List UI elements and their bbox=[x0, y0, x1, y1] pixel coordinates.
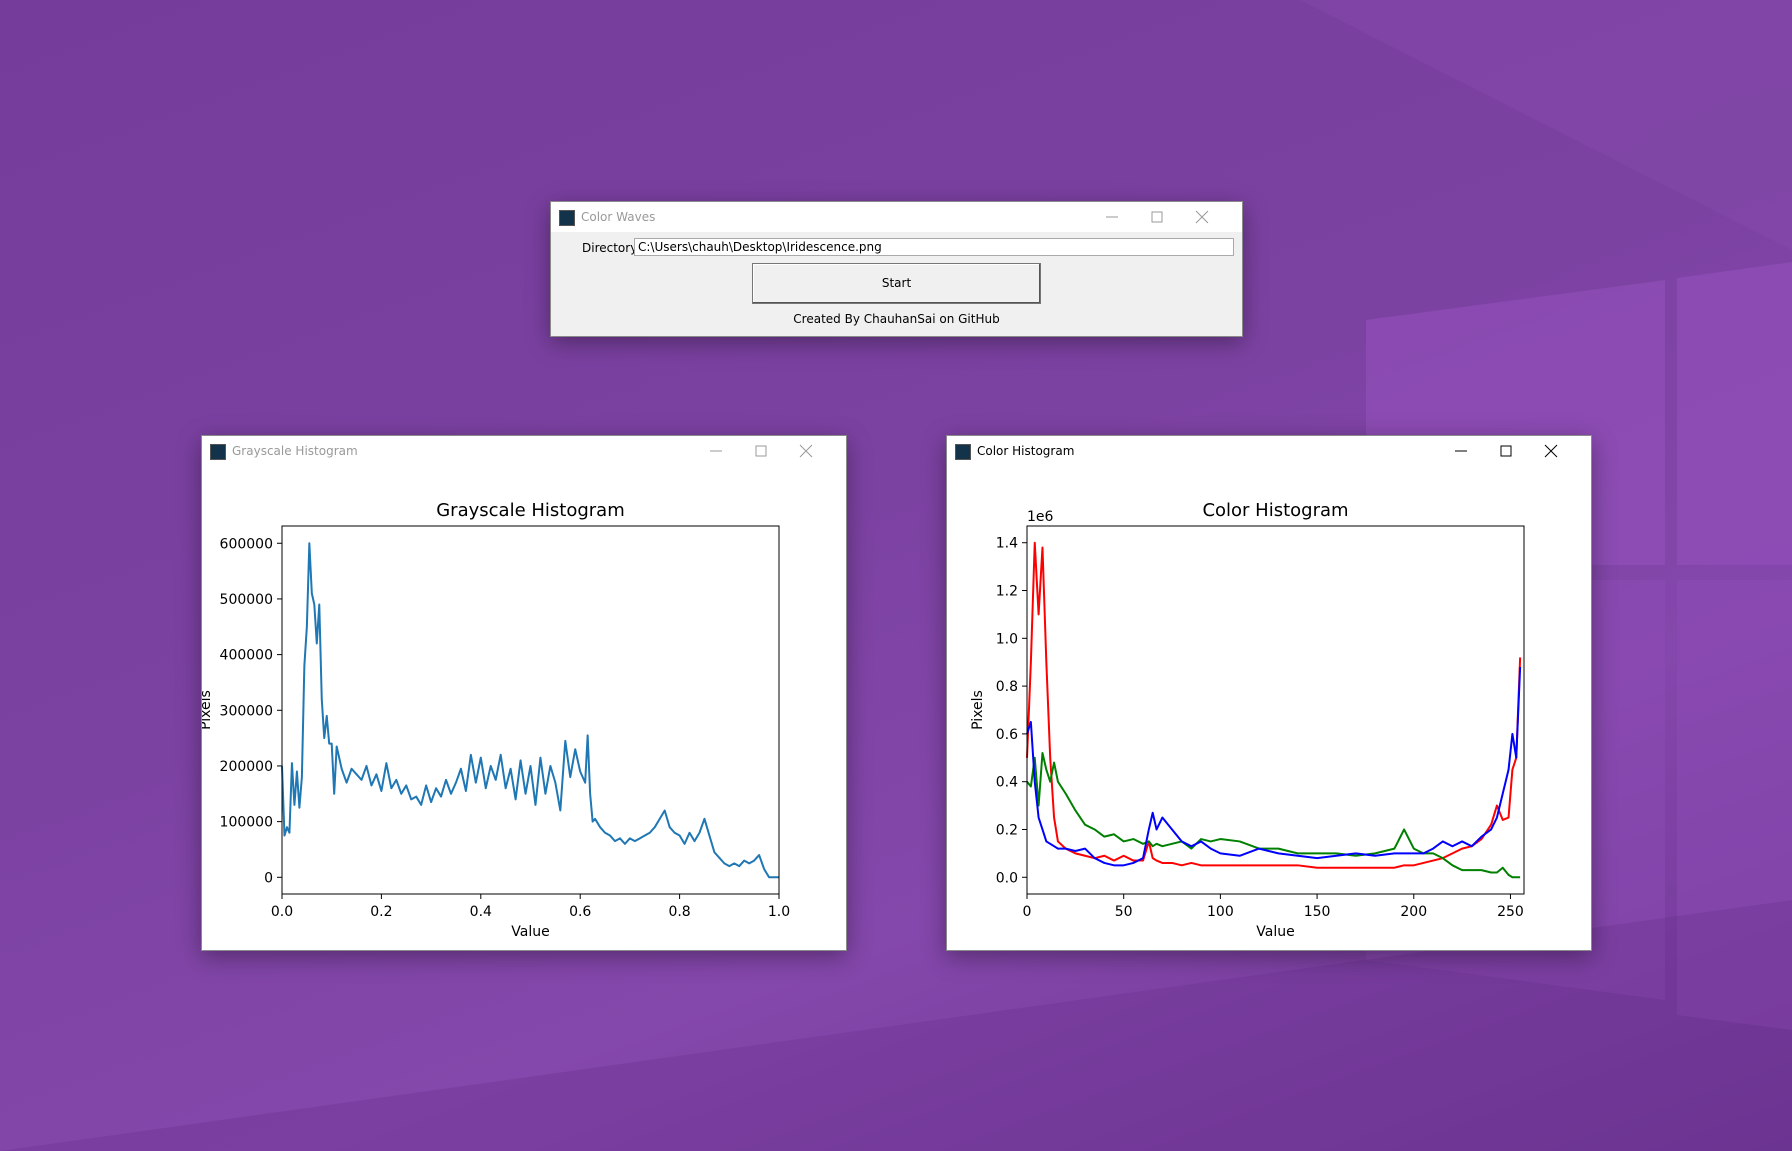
chart-title: Color Histogram bbox=[1202, 500, 1348, 521]
axes-frame bbox=[1026, 525, 1525, 895]
y-axis-label: Pixels bbox=[970, 690, 986, 730]
data-line bbox=[281, 542, 779, 879]
y-tick-label: 0.0 bbox=[996, 870, 1018, 886]
light-ray bbox=[1300, 0, 1792, 250]
maximize[interactable] bbox=[755, 445, 767, 457]
y-axis-label: Pixels bbox=[202, 690, 214, 730]
x-tick-label: 1.0 bbox=[768, 904, 790, 920]
y-tick-label: 0.8 bbox=[996, 679, 1018, 695]
x-tick-label: 0.6 bbox=[569, 904, 591, 920]
x-tick-label: 150 bbox=[1304, 904, 1331, 920]
y-tick-label: 400000 bbox=[220, 648, 273, 664]
app-icon bbox=[559, 210, 575, 226]
maximize[interactable] bbox=[1151, 211, 1163, 223]
chart-title: Grayscale Histogram bbox=[436, 500, 625, 521]
axes-frame bbox=[281, 525, 780, 895]
y-tick-label: 1.4 bbox=[996, 536, 1018, 552]
app-icon bbox=[210, 444, 226, 460]
series-line bbox=[1026, 666, 1522, 867]
directory-input[interactable]: C:\Users\chauh\Desktop\Iridescence.png bbox=[634, 238, 1234, 256]
window-title: Grayscale Histogram bbox=[232, 444, 358, 458]
window-controls[interactable] bbox=[1092, 202, 1242, 232]
main-window: Color Waves Directory C:\Users\chauh\Des… bbox=[550, 201, 1243, 337]
plot-area bbox=[1027, 526, 1524, 894]
y-tick-label: 0.4 bbox=[996, 775, 1018, 791]
title-bar: Color Histogram bbox=[947, 436, 1591, 466]
window-body: Directory C:\Users\chauh\Desktop\Iridesc… bbox=[551, 232, 1242, 336]
button-label: Start bbox=[881, 276, 912, 290]
close[interactable] bbox=[1195, 210, 1209, 224]
chart: 0.0 0.2 0.4 0.6 0.8 1.0 1.2 1.4 0 50 100 150 200 250 C… bbox=[970, 500, 1525, 940]
window-controls[interactable] bbox=[696, 436, 846, 466]
title-bar: Grayscale Histogram bbox=[202, 436, 846, 466]
y-tick-label: 300000 bbox=[220, 703, 273, 719]
window-controls[interactable] bbox=[1441, 436, 1591, 466]
y-tick-label: 0.6 bbox=[996, 727, 1018, 743]
x-tick-label: 0 bbox=[1023, 904, 1032, 920]
x-axis-label: Value bbox=[1256, 924, 1294, 940]
credit: Created By ChauhanSai on GitHub bbox=[793, 312, 1000, 326]
color-window: Color Histogram 0.0 0.2 0.4 0.6 0.8 1.0 1.2 1.4… bbox=[946, 435, 1592, 951]
close[interactable] bbox=[799, 444, 813, 458]
series-line bbox=[1026, 752, 1521, 879]
start-button[interactable]: Start bbox=[752, 263, 1041, 304]
x-tick-label: 0.0 bbox=[271, 904, 293, 920]
directory-value: C:\Users\chauh\Desktop\Iridescence.png bbox=[638, 240, 882, 254]
y-tick-label: 500000 bbox=[220, 592, 273, 608]
shade bbox=[0, 900, 1792, 1151]
x-tick-label: 0.4 bbox=[470, 904, 492, 920]
x-tick-label: 200 bbox=[1400, 904, 1427, 920]
close[interactable] bbox=[1544, 444, 1558, 458]
app-icon bbox=[955, 444, 971, 460]
x-tick-label: 250 bbox=[1497, 904, 1524, 920]
x-tick-label: 50 bbox=[1115, 904, 1133, 920]
series-line bbox=[1026, 541, 1522, 869]
chart: 0 100000 200000 300000 400000 500000 600000 0.0… bbox=[202, 500, 790, 940]
y-offset-label: 1e6 bbox=[1027, 509, 1054, 525]
title-bar: Color Waves bbox=[551, 202, 1242, 232]
plot-area bbox=[282, 526, 779, 894]
x-tick-label: 0.2 bbox=[370, 904, 392, 920]
maximize[interactable] bbox=[1500, 445, 1512, 457]
y-tick-label: 0 bbox=[264, 870, 273, 886]
logo-pane bbox=[1677, 262, 1792, 565]
y-tick-label: 200000 bbox=[220, 759, 273, 775]
x-tick-label: 100 bbox=[1207, 904, 1234, 920]
window-title: Color Waves bbox=[581, 210, 656, 224]
window-title: Color Histogram bbox=[977, 444, 1075, 458]
directory-label: Directory bbox=[582, 241, 638, 255]
y-tick-label: 1.0 bbox=[996, 631, 1018, 647]
y-tick-label: 0.2 bbox=[996, 822, 1018, 838]
x-axis-label: Value bbox=[511, 924, 549, 940]
grayscale-window: Grayscale Histogram 0 100000 200000 300000 4… bbox=[201, 435, 847, 951]
y-tick-label: 1.2 bbox=[996, 584, 1018, 600]
y-tick-label: 100000 bbox=[220, 815, 273, 831]
x-tick-label: 0.8 bbox=[668, 904, 690, 920]
logo-pane bbox=[1677, 580, 1792, 1030]
y-tick-label: 600000 bbox=[220, 536, 273, 552]
